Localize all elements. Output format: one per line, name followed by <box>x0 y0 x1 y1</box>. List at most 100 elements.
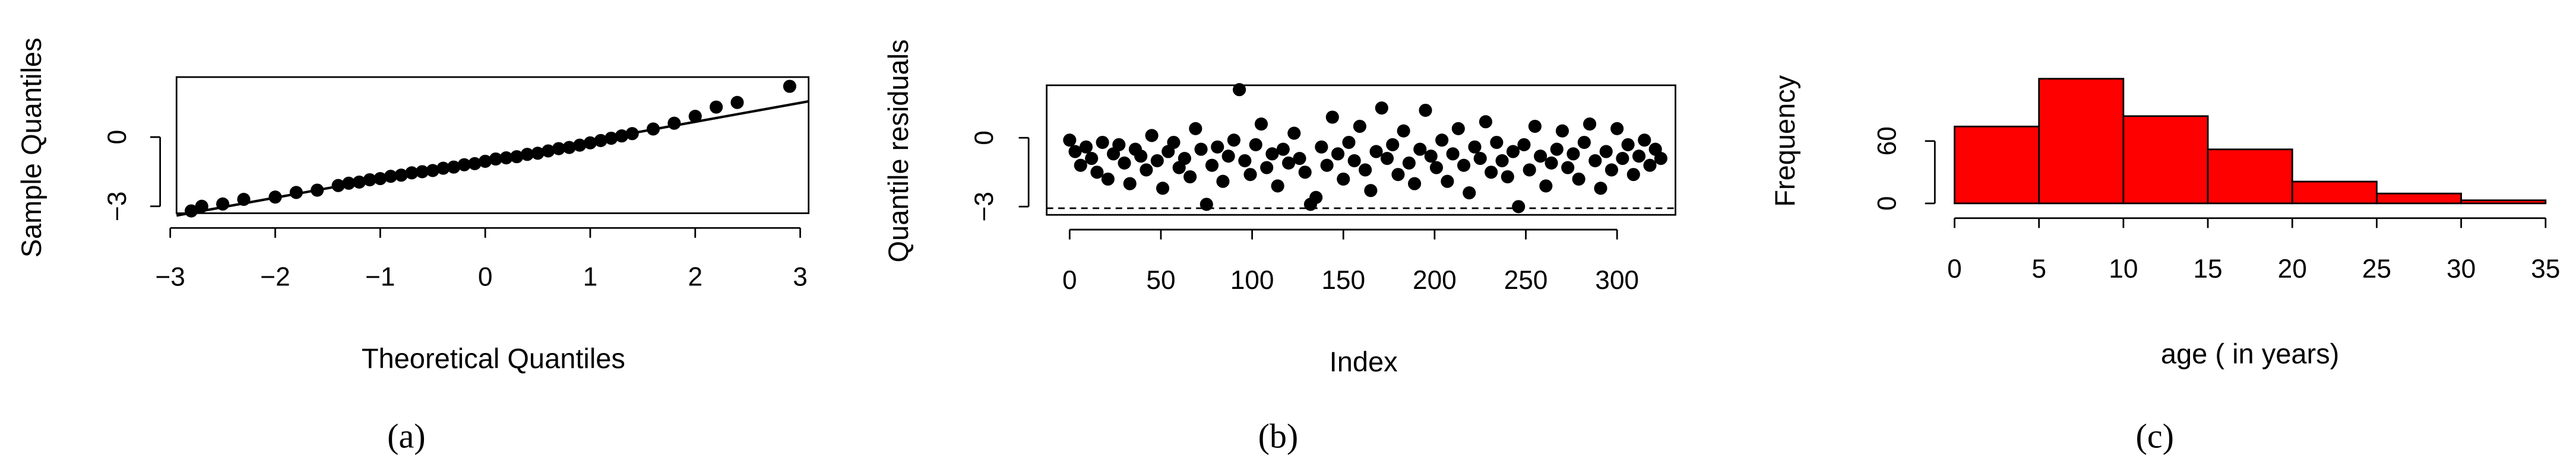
point <box>1183 170 1197 184</box>
x-tick-label: 200 <box>1413 266 1457 295</box>
point <box>1254 117 1268 131</box>
point <box>1227 133 1240 147</box>
point <box>1495 154 1509 168</box>
point <box>1156 182 1170 195</box>
caption: (a) <box>387 416 425 455</box>
point <box>1140 163 1153 177</box>
x-tick-label: 10 <box>2109 255 2138 284</box>
point <box>268 190 282 204</box>
bar <box>2038 78 2125 205</box>
point <box>1200 198 1213 211</box>
point <box>1380 152 1394 166</box>
point <box>1375 101 1388 115</box>
x-tick-label: 300 <box>1595 266 1639 295</box>
point <box>1643 158 1657 172</box>
point <box>1501 170 1514 184</box>
point <box>710 100 723 114</box>
point <box>1490 135 1504 149</box>
point <box>542 144 555 158</box>
point <box>1194 142 1208 156</box>
y-tick-label: 60 <box>1873 126 1902 155</box>
point <box>1473 152 1487 166</box>
point <box>394 168 408 182</box>
point <box>1545 156 1558 170</box>
point <box>1457 158 1471 172</box>
point <box>1413 142 1427 156</box>
point <box>1101 172 1115 186</box>
point <box>1112 138 1126 151</box>
y-axis-label: Quantile residuals <box>882 39 914 262</box>
x-tick-label: −2 <box>260 263 290 292</box>
point <box>1402 156 1416 170</box>
point <box>646 122 660 136</box>
bar <box>2207 148 2293 205</box>
point <box>1654 152 1667 166</box>
point <box>1523 163 1536 177</box>
point <box>384 170 398 183</box>
point <box>1123 177 1137 190</box>
point <box>552 142 565 155</box>
point <box>1320 158 1334 172</box>
x-tick-label: 25 <box>2362 255 2391 284</box>
point <box>489 152 502 166</box>
point <box>594 133 607 147</box>
point <box>1118 156 1131 170</box>
x-tick-label: 150 <box>1321 266 1365 295</box>
point <box>468 157 482 170</box>
point <box>1085 152 1099 166</box>
point <box>1610 122 1624 135</box>
point <box>1588 154 1602 168</box>
x-tick-label: 15 <box>2193 255 2222 284</box>
point <box>1271 179 1284 193</box>
point <box>1298 166 1312 179</box>
point <box>1616 152 1629 166</box>
x-tick-label: 0 <box>1062 266 1077 295</box>
point <box>1364 184 1378 198</box>
point <box>1572 172 1586 186</box>
point <box>374 172 387 186</box>
point <box>1419 103 1432 117</box>
point <box>1638 133 1651 147</box>
point <box>1534 149 1548 163</box>
point <box>1079 140 1093 154</box>
point <box>1134 149 1148 163</box>
bar <box>2291 180 2378 205</box>
point <box>1342 135 1356 149</box>
point <box>1446 147 1460 161</box>
point <box>1583 117 1597 131</box>
point <box>363 173 376 187</box>
x-tick-label: −3 <box>155 263 185 292</box>
point <box>331 179 345 192</box>
point <box>1621 138 1635 151</box>
point <box>426 164 439 177</box>
point <box>1441 174 1454 188</box>
point <box>352 175 366 189</box>
y-tick-label: −3 <box>970 192 999 221</box>
point <box>1485 166 1498 179</box>
y-tick-label: −3 <box>103 192 132 221</box>
point <box>1331 147 1345 161</box>
point <box>1512 200 1526 214</box>
point <box>573 138 587 152</box>
point <box>1555 124 1569 138</box>
point <box>1408 177 1422 190</box>
point <box>1063 133 1077 147</box>
y-axis-label: Frequency <box>1769 75 1800 207</box>
point <box>520 148 534 161</box>
point <box>1293 152 1306 166</box>
point <box>405 166 419 180</box>
point <box>1090 166 1104 179</box>
point <box>667 116 681 130</box>
x-tick-label: 50 <box>1146 266 1175 295</box>
point <box>783 79 796 93</box>
point <box>1599 145 1613 158</box>
point <box>1276 142 1290 156</box>
point <box>1309 190 1323 204</box>
point <box>1205 158 1219 172</box>
point <box>1463 186 1476 200</box>
point <box>1429 161 1443 174</box>
point <box>1479 115 1492 129</box>
x-tick-label: 35 <box>2531 255 2560 284</box>
point <box>1167 135 1181 149</box>
x-tick-label: 3 <box>793 263 808 292</box>
